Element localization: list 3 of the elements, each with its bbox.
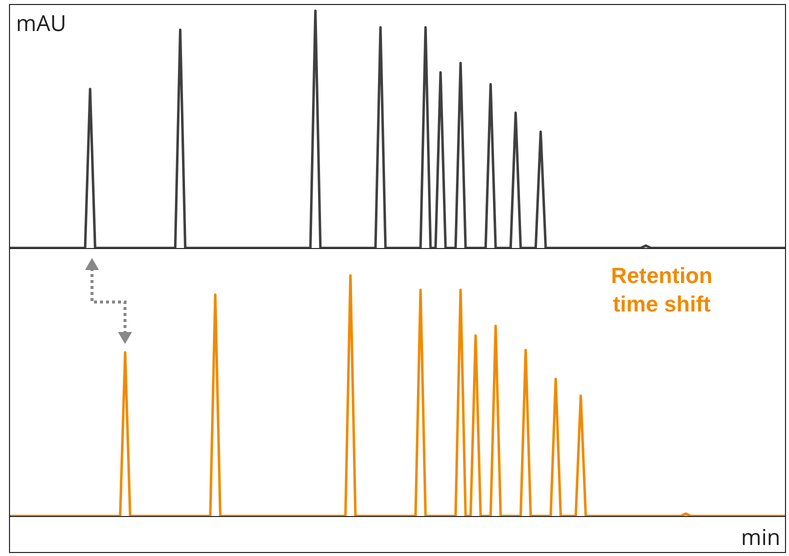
x-axis-title: min <box>741 522 780 552</box>
y-axis-title: mAU <box>16 8 66 38</box>
annotation: Retention time shift <box>611 263 712 317</box>
